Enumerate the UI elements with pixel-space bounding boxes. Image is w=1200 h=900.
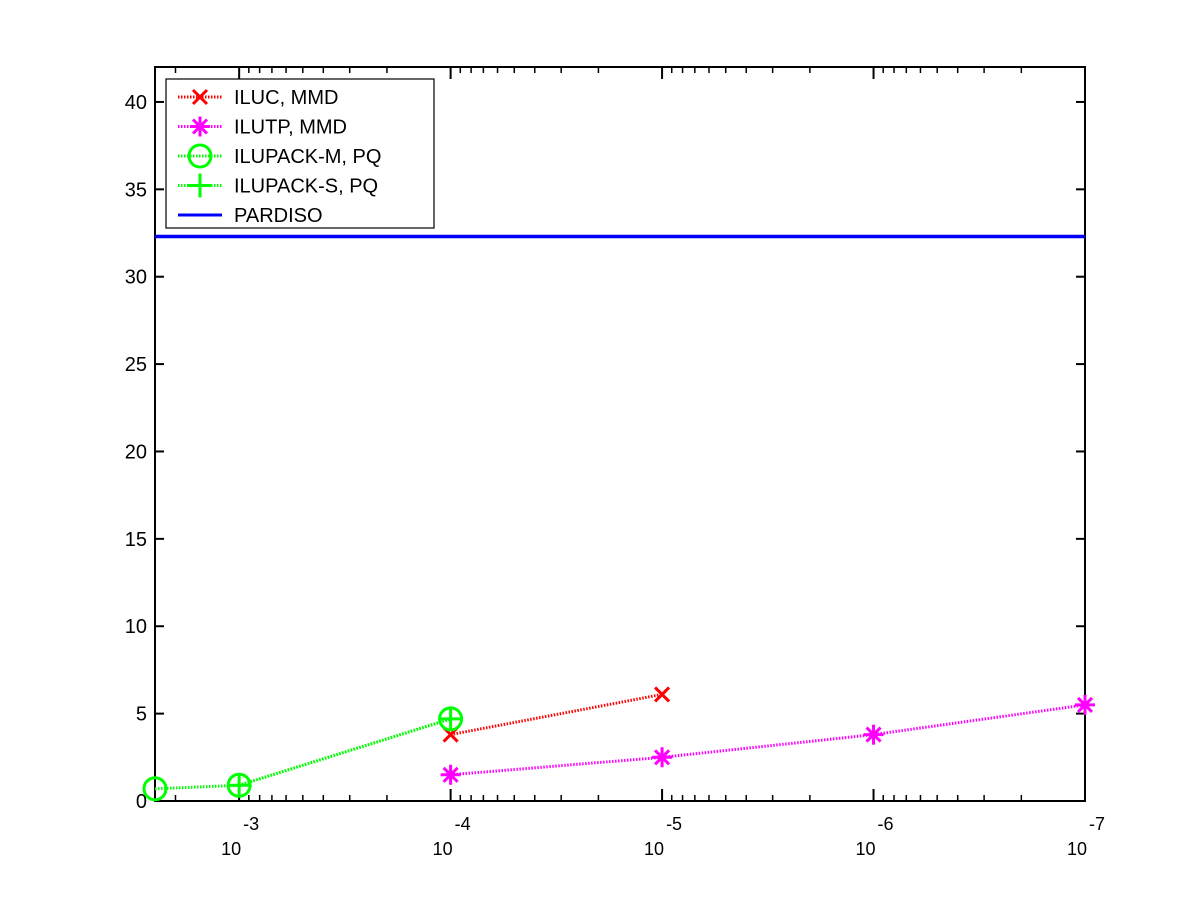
x-tick-exponent: -6 xyxy=(878,814,894,834)
y-axis: 0 5 10 15 20 25 30 35 40 xyxy=(125,92,1085,813)
legend-item-ilupack-m-pq: ILUPACK-M, PQ xyxy=(178,143,381,169)
data-point-ilutp-mmd xyxy=(863,724,884,745)
data-point-ilupack-m-pq xyxy=(142,776,168,802)
legend-label: ILUPACK-S, PQ xyxy=(234,176,378,198)
legend-label: ILUPACK-M, PQ xyxy=(234,146,381,168)
legend: ILUC, MMD ILUTP, MMD ILUPACK-M, PQ ILUPACK-… xyxy=(165,78,435,229)
y-tick-label: 20 xyxy=(125,441,147,463)
x-tick-exponent: -5 xyxy=(666,814,682,834)
y-tick-label: 15 xyxy=(125,529,147,551)
series-line-ilupack-s-pq xyxy=(238,717,452,787)
legend-item-ilupack-s-pq: ILUPACK-S, PQ xyxy=(178,173,378,198)
legend-marker xyxy=(187,143,213,169)
y-tick-label: 30 xyxy=(125,267,147,289)
legend-label: PARDISO xyxy=(234,205,323,227)
x-tick-base: 10 xyxy=(221,839,241,859)
y-tick-label: 5 xyxy=(136,704,147,726)
y-tick-label: 10 xyxy=(125,616,147,638)
data-point-ilutp-mmd xyxy=(440,764,461,785)
x-tick-exponent: -4 xyxy=(455,814,471,834)
legend-label: ILUTP, MMD xyxy=(234,117,347,139)
data-point-iluc-mmd xyxy=(654,686,671,703)
x-tick-base: 10 xyxy=(644,839,664,859)
x-tick-base: 10 xyxy=(856,839,876,859)
series-ilupack-s-pq xyxy=(227,706,463,798)
legend-item-pardiso: PARDISO xyxy=(178,205,323,227)
x-tick-base: 10 xyxy=(433,839,453,859)
x-tick-exponent: -7 xyxy=(1089,814,1105,834)
x-tick-exponent: -3 xyxy=(243,814,259,834)
data-point-ilupack-s-pq xyxy=(438,706,463,731)
legend-marker xyxy=(191,88,209,106)
series-line-ilutp-mmd xyxy=(450,703,1086,777)
x-tick-base: 10 xyxy=(1067,839,1087,859)
data-point-ilutp-mmd xyxy=(1075,694,1095,715)
minor-ticks xyxy=(174,67,1023,801)
y-tick-label: 40 xyxy=(125,92,147,114)
data-point-ilupack-s-pq xyxy=(227,773,252,798)
legend-item-ilutp-mmd: ILUTP, MMD xyxy=(178,116,347,139)
y-tick-label: 35 xyxy=(125,179,147,201)
legend-label: ILUC, MMD xyxy=(234,87,338,109)
legend-marker xyxy=(188,173,212,198)
series-layer xyxy=(142,234,1095,802)
y-tick-label: 25 xyxy=(125,354,147,376)
legend-marker xyxy=(190,116,210,137)
legend-item-iluc-mmd: ILUC, MMD xyxy=(178,87,338,109)
data-point-ilutp-mmd xyxy=(652,747,673,768)
series-ilutp-mmd xyxy=(440,694,1095,785)
x-axis: 10-310-410-510-610-7 xyxy=(221,67,1105,859)
y-tick-label: 0 xyxy=(136,791,147,813)
